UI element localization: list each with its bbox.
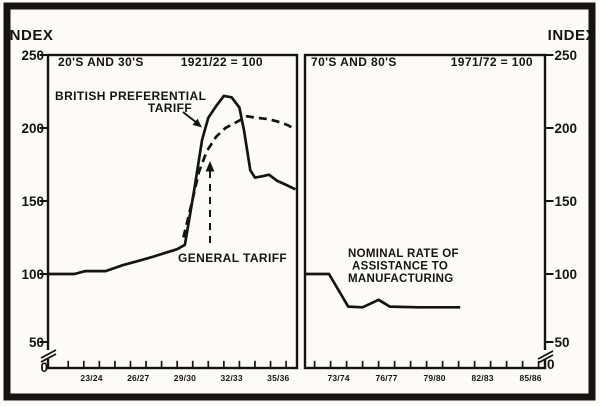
annotation-british-preferential-tariff: BRITISH PREFERENTIAL TARIFF [55,89,206,128]
series-line-general-tariff [182,114,297,238]
x-axis-left: 23/24 26/27 29/30 32/33 35/36 [67,360,289,383]
figure-border-frame [3,2,596,401]
y-axis-break-left [40,349,57,363]
annotation-nominal-rate-of-assistance: NOMINAL RATE OF ASSISTANCE TO MANUFACTUR… [348,248,459,285]
y-tick-label: 100 [21,267,44,282]
y-axis-break-right [537,350,554,364]
y-axis-right: 250 200 150 100 50 [544,48,578,350]
x-tick-label: 73/74 [327,373,349,383]
nra-label-line3: MANUFACTURING [348,273,453,285]
y-axis-left: 250 200 150 100 50 [21,48,49,350]
y-axis-title-right: INDEX [548,27,596,44]
panel-right-title: 70'S AND 80'S [311,55,397,69]
plot-box-right [303,53,547,370]
x-tick-label: 32/33 [220,373,242,383]
y-tick-label: 100 [555,267,578,282]
bpt-arrow-icon [182,111,202,128]
x-tick-label: 85/86 [519,373,541,383]
x-tick-label: 35/36 [267,373,289,383]
panel-left-subtitle: 1921/22 = 100 [181,55,263,69]
panel-left-title: 20'S AND 30'S [58,55,144,69]
series-line-nominal-rate-of-assistance-to-manufacturing [305,272,461,309]
plot-box-left [46,53,299,370]
panel-70s-80s: 70'S AND 80'S 1971/72 = 100 250 200 150 100… [303,48,578,383]
general-tariff-label: GENERAL TARIFF [178,251,287,265]
y-tick-label-zero-right: 0 [547,357,555,372]
x-tick-label: 76/77 [375,373,397,383]
panel-right-subtitle: 1971/72 = 100 [451,55,533,69]
y-tick-label: 200 [21,121,44,136]
x-tick-label: 82/83 [471,373,493,383]
y-tick-label: 250 [555,48,578,63]
y-tick-label: 50 [555,335,570,350]
x-tick-label: 23/24 [80,373,102,383]
panel-20s-30s: 20'S AND 30'S 1921/22 = 100 250 200 150 100… [21,48,299,383]
x-tick-label: 29/30 [174,373,196,383]
y-tick-label-zero-left: 0 [40,360,48,375]
x-tick-label: 26/27 [127,373,149,383]
bpt-label-line2: TARIFF [148,101,192,115]
bpt-label-line1: BRITISH PREFERENTIAL [55,89,206,103]
y-axis-title-left: INDEX [5,27,53,44]
series-line-british-preferential-tariff [48,94,296,276]
y-tick-label: 200 [555,121,578,136]
general-tariff-arrow-icon [205,161,215,243]
annotation-general-tariff: GENERAL TARIFF [178,161,287,265]
y-tick-label: 150 [21,194,44,209]
y-tick-label: 250 [21,48,44,63]
y-tick-label: 50 [29,335,44,350]
nra-label-line1: NOMINAL RATE OF [348,248,459,260]
series-group-right [305,272,461,309]
nra-label-line2: ASSISTANCE TO [352,261,448,273]
y-tick-label: 150 [555,194,578,209]
series-group-left [48,94,297,276]
x-axis-right: 73/74 76/77 79/80 82/83 85/86 [313,360,542,383]
x-tick-label: 79/80 [423,373,445,383]
